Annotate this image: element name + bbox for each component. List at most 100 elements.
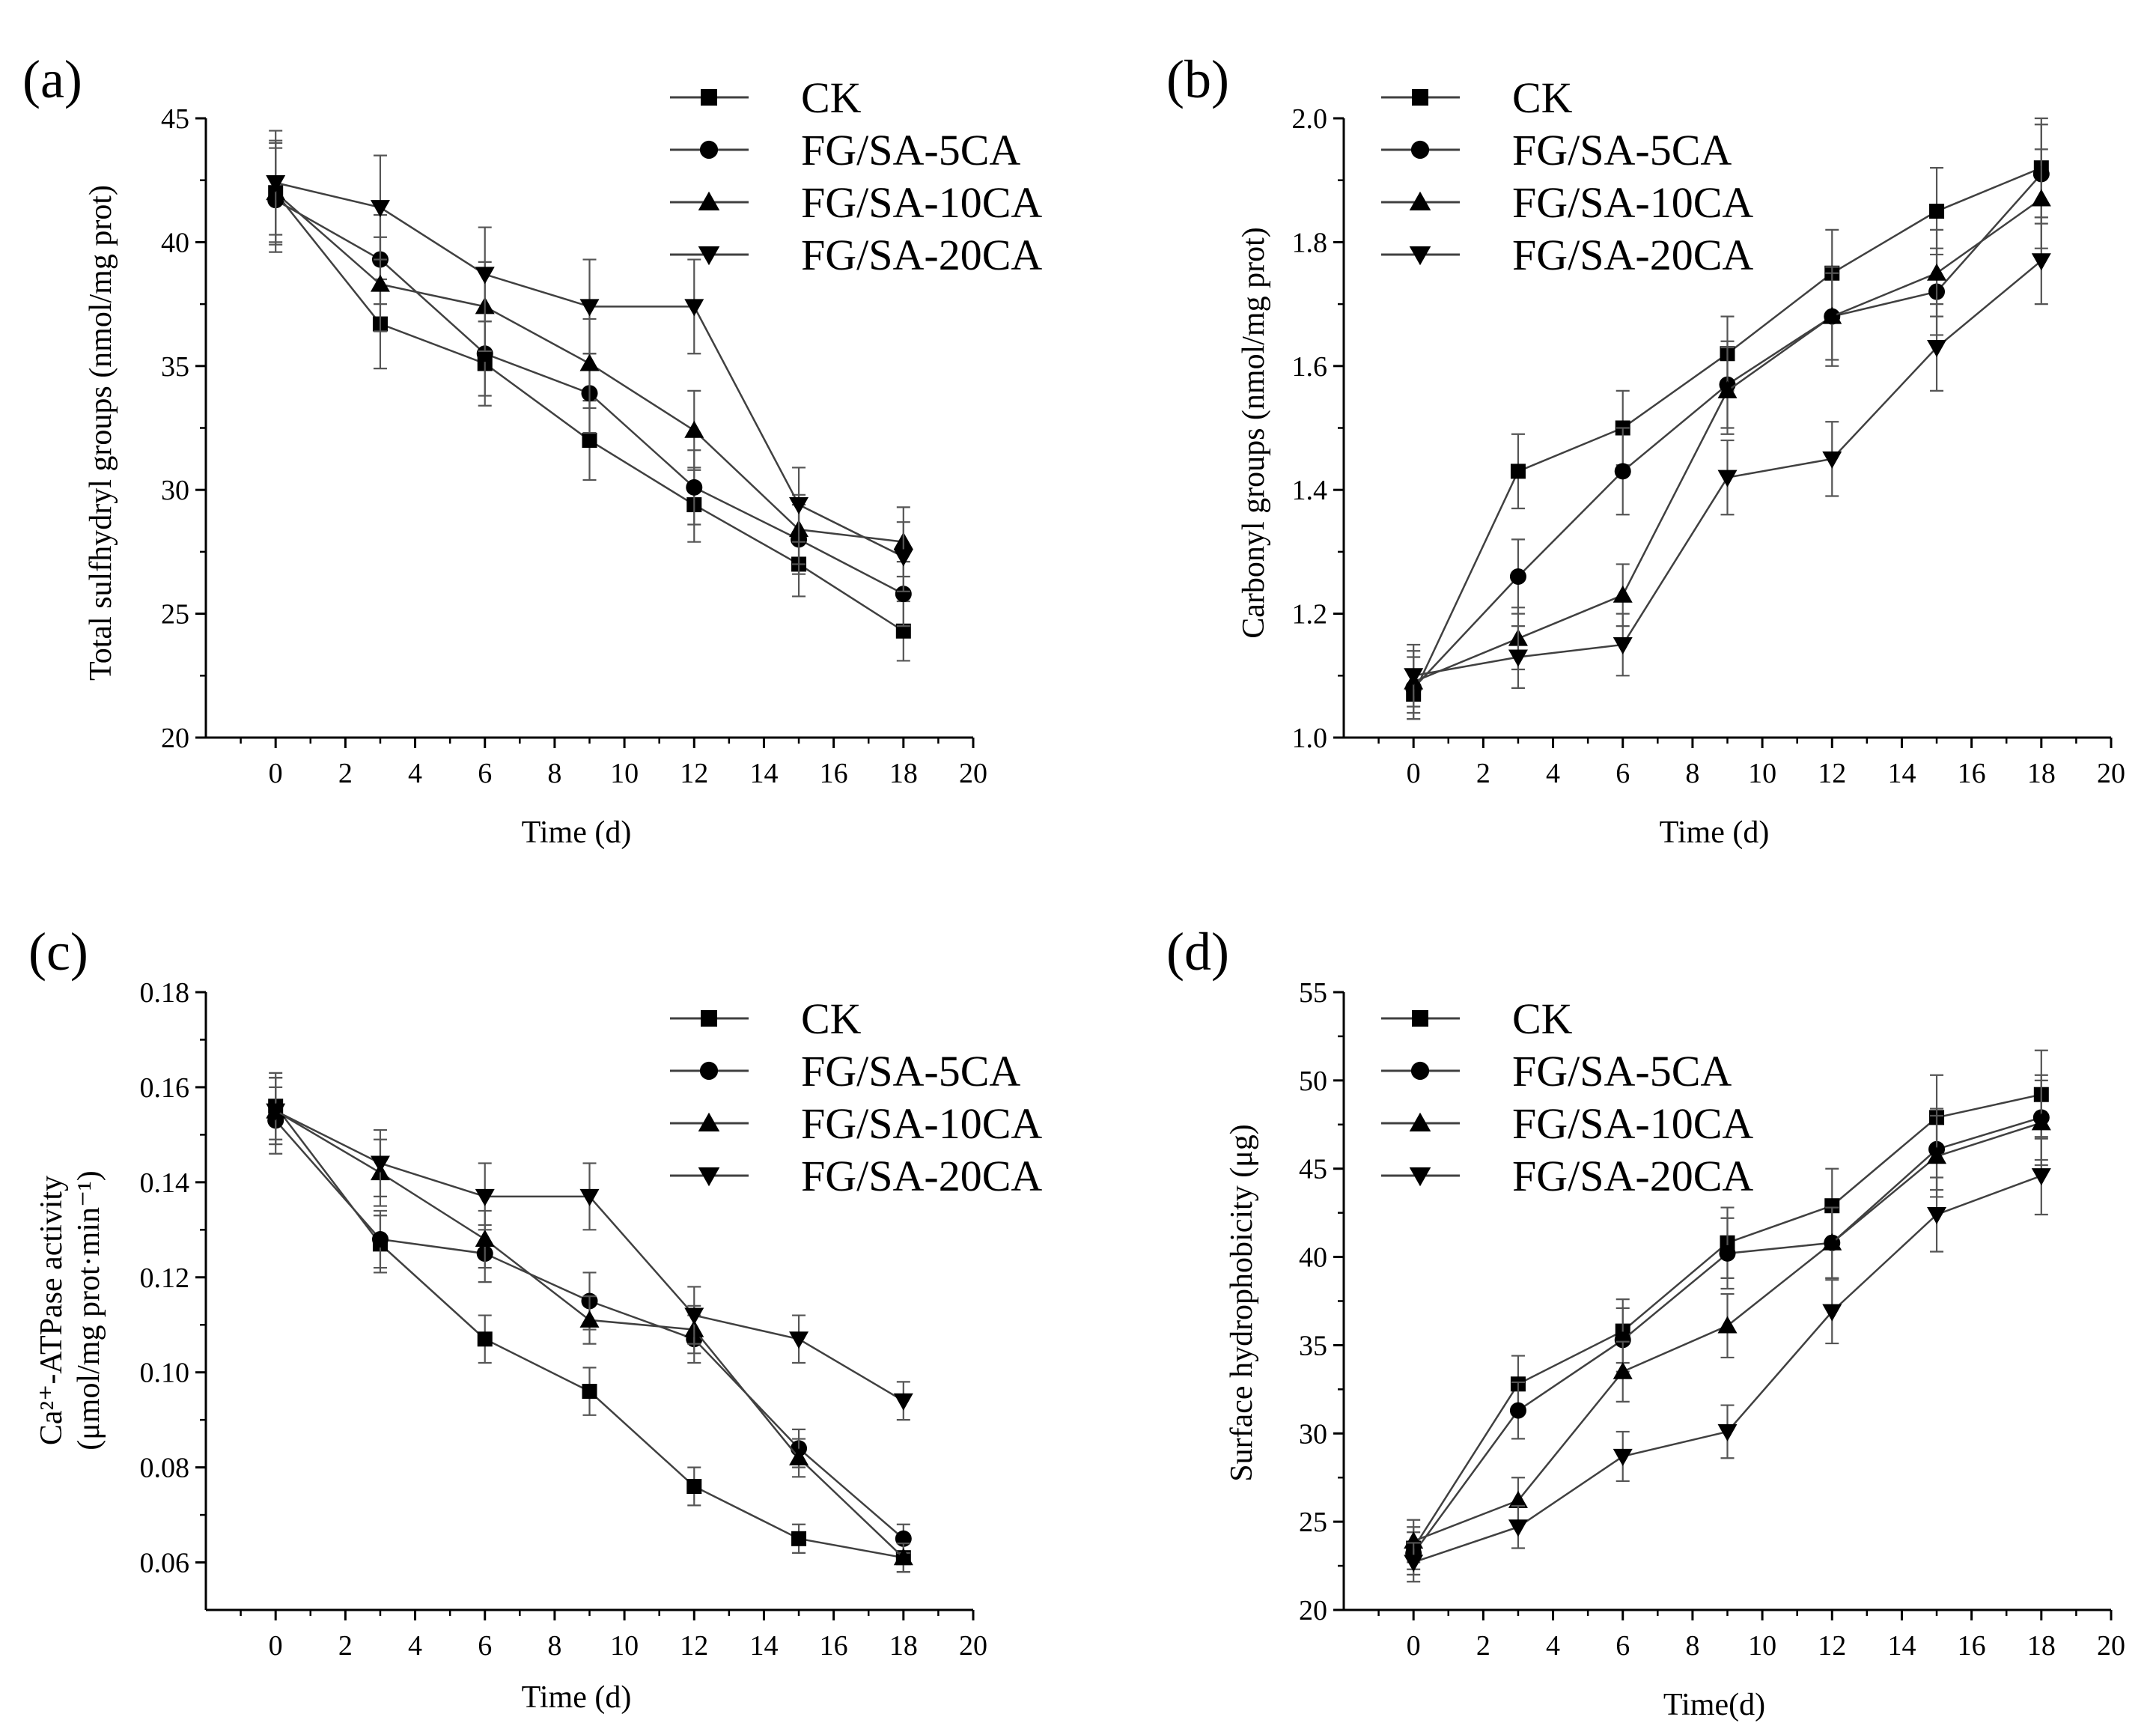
data-point: [476, 345, 493, 362]
data-point: [1717, 470, 1738, 487]
data-point: [1508, 649, 1528, 667]
data-point: [1822, 306, 1842, 324]
x-tick-label: 8: [547, 758, 561, 789]
y-tick-label: 0.16: [140, 1072, 190, 1104]
legend-marker: [698, 191, 720, 210]
panel-a: (a) 0 2 4 6 8 10 12 14 16 18 20 20 25 30 35 40 45 Time (…: [22, 49, 1042, 850]
data-point: [1717, 1423, 1738, 1441]
data-point: [684, 1307, 704, 1325]
data-point: [686, 1479, 702, 1494]
data-point: [1719, 1245, 1736, 1262]
panel-b: (b) 0 2 4 6 8 10 12 14 16 18 201.01.21.41.61.82.0 …: [1166, 49, 2125, 850]
x-tick-label: 14: [749, 758, 778, 789]
x-tick-label: 18: [2027, 758, 2056, 789]
legend-marker: [698, 1112, 720, 1131]
data-point: [1509, 568, 1526, 585]
x-tick-label: 12: [680, 1630, 708, 1662]
legend-item: CK: [1381, 73, 1573, 122]
legend-label: FG/SA-10CA: [801, 178, 1042, 227]
x-tick-label: 0: [1407, 758, 1421, 789]
x-tick-label: 14: [1887, 1630, 1916, 1662]
legend-item: FG/SA-20CA: [1381, 231, 1753, 279]
data-point: [1929, 204, 1945, 219]
legend-marker: [701, 1010, 717, 1027]
x-tick-label: 6: [478, 758, 492, 789]
legend-label: FG/SA-20CA: [1512, 1152, 1753, 1200]
x-tick-label: 16: [820, 1630, 848, 1662]
data-point: [893, 549, 913, 567]
data-point: [895, 586, 912, 603]
y-tick-label: 40: [161, 227, 189, 258]
data-point: [893, 1548, 913, 1566]
y-tick-label: 0.12: [140, 1262, 190, 1294]
data-point: [2031, 253, 2051, 271]
x-tick-label: 6: [1616, 758, 1630, 789]
legend-label: CK: [1512, 73, 1573, 122]
data-point: [371, 1231, 389, 1248]
y-tick-label: 0.06: [140, 1548, 190, 1579]
y-tick-label: 25: [161, 599, 189, 630]
legend-label: FG/SA-10CA: [1512, 1099, 1753, 1148]
x-tick-label: 8: [1685, 758, 1699, 789]
y-tick-label: 0.08: [140, 1453, 190, 1484]
data-point: [1927, 1146, 1947, 1164]
legend-item: CK: [1381, 994, 1573, 1043]
data-point: [789, 1447, 809, 1465]
y-tick-label: 30: [1299, 1418, 1327, 1450]
data-point: [1613, 585, 1633, 603]
legend-marker: [1410, 140, 1430, 159]
data-point: [477, 1331, 493, 1347]
data-point: [684, 299, 704, 317]
x-tick-label: 18: [889, 1630, 918, 1662]
legend-marker: [698, 1167, 720, 1187]
x-tick-label: 18: [889, 758, 918, 789]
data-point: [475, 1230, 495, 1247]
y-tick-label: 50: [1299, 1066, 1327, 1097]
y-axis-title: Total sulfhydryl groups (nmol/mg prot): [84, 185, 118, 681]
series-fg-sa-20ca: [1404, 216, 2051, 708]
series-fg-sa-20ca: [266, 1077, 913, 1421]
x-tick-label: 0: [269, 758, 283, 789]
x-tick-label: 20: [959, 1630, 987, 1662]
y-tick-label: 1.4: [1292, 475, 1328, 506]
x-tick-label: 6: [478, 1630, 492, 1662]
y-axis-title-line1: Ca²⁺-ATPase activity: [34, 1176, 69, 1445]
x-tick-label: 10: [1748, 758, 1776, 789]
y-tick-label: 35: [161, 351, 189, 383]
y-tick-label: 20: [161, 723, 189, 754]
x-tick-label: 10: [610, 1630, 639, 1662]
y-tick-label: 20: [1299, 1595, 1327, 1626]
data-point: [1510, 464, 1526, 479]
legend-label: FG/SA-20CA: [1512, 231, 1753, 279]
data-point: [1613, 636, 1633, 654]
x-tick-label: 20: [2097, 1630, 2125, 1662]
data-point: [1614, 1331, 1631, 1349]
legend-marker: [698, 246, 720, 266]
x-tick-label: 2: [338, 758, 353, 789]
legend-label: FG/SA-20CA: [801, 1152, 1042, 1200]
data-point: [582, 1384, 597, 1400]
x-tick-label: 4: [408, 1630, 422, 1662]
y-tick-label: 1.8: [1292, 227, 1328, 258]
data-point: [370, 1155, 390, 1173]
x-tick-label: 8: [1685, 1630, 1699, 1662]
y-axis-title: Carbonyl groups (nmol/mg prot): [1237, 227, 1271, 638]
legend-item: FG/SA-10CA: [1381, 178, 1753, 227]
x-tick-label: 4: [1546, 1630, 1560, 1662]
data-point: [1717, 1316, 1738, 1334]
legend-marker: [699, 1061, 719, 1081]
y-tick-label: 1.0: [1292, 723, 1328, 754]
y-tick-label: 35: [1299, 1330, 1327, 1361]
legend-label: FG/SA-20CA: [801, 231, 1042, 279]
data-point: [1927, 263, 1947, 281]
legend-item: FG/SA-10CA: [670, 1099, 1042, 1148]
legend-item: FG/SA-20CA: [670, 1152, 1042, 1200]
legend-marker: [699, 140, 719, 159]
x-tick-label: 10: [610, 758, 639, 789]
legend-item: FG/SA-10CA: [670, 178, 1042, 227]
x-axis-title: Time (d): [522, 1680, 632, 1715]
y-tick-label: 0.18: [140, 977, 190, 1009]
y-tick-label: 1.6: [1292, 351, 1328, 383]
